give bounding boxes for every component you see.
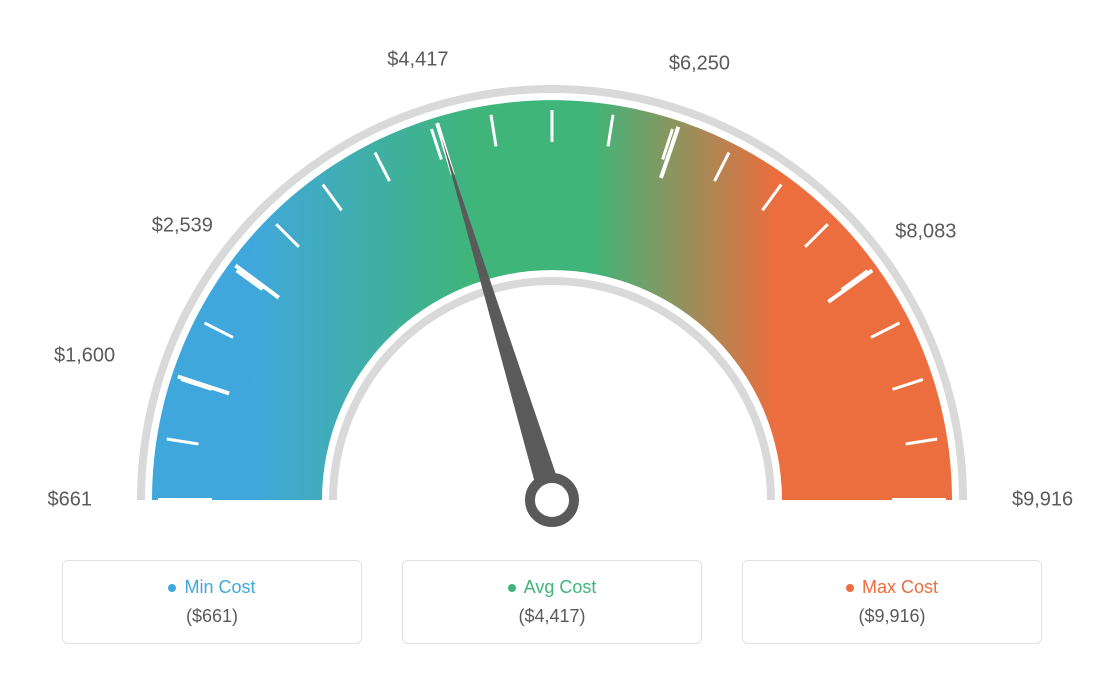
legend-box: Avg Cost ($4,417) <box>402 560 702 644</box>
gauge-chart: $661 $1,600 $2,539 $4,417 $6,250 $8,083 $9,916 <box>0 0 1104 560</box>
legend-title: Avg Cost <box>508 577 597 598</box>
legend-dot-icon <box>508 584 516 592</box>
legend-dot-icon <box>846 584 854 592</box>
legend-title-text: Avg Cost <box>524 577 597 598</box>
gauge-tick-label: $9,916 <box>1012 489 1073 512</box>
gauge-tick-label: $2,539 <box>152 215 213 238</box>
gauge-tick-label: $661 <box>48 489 93 512</box>
gauge-needle-hub <box>530 478 574 522</box>
legend-title: Min Cost <box>168 577 255 598</box>
gauge-tick-label: $4,417 <box>387 48 448 71</box>
legend-box: Max Cost ($9,916) <box>742 560 1042 644</box>
gauge-tick-label: $6,250 <box>669 53 730 76</box>
legend-value: ($661) <box>91 606 333 627</box>
legend-value: ($9,916) <box>771 606 1013 627</box>
gauge-tick-label: $8,083 <box>895 220 956 243</box>
legend-title-text: Min Cost <box>184 577 255 598</box>
legend-row: Min Cost ($661) Avg Cost ($4,417) Max Cost ($… <box>0 560 1104 644</box>
legend-value: ($4,417) <box>431 606 673 627</box>
gauge-tick-label: $1,600 <box>54 344 115 367</box>
legend-title-text: Max Cost <box>862 577 938 598</box>
legend-title: Max Cost <box>846 577 938 598</box>
gauge-svg <box>0 0 1104 560</box>
legend-dot-icon <box>168 584 176 592</box>
legend-box: Min Cost ($661) <box>62 560 362 644</box>
